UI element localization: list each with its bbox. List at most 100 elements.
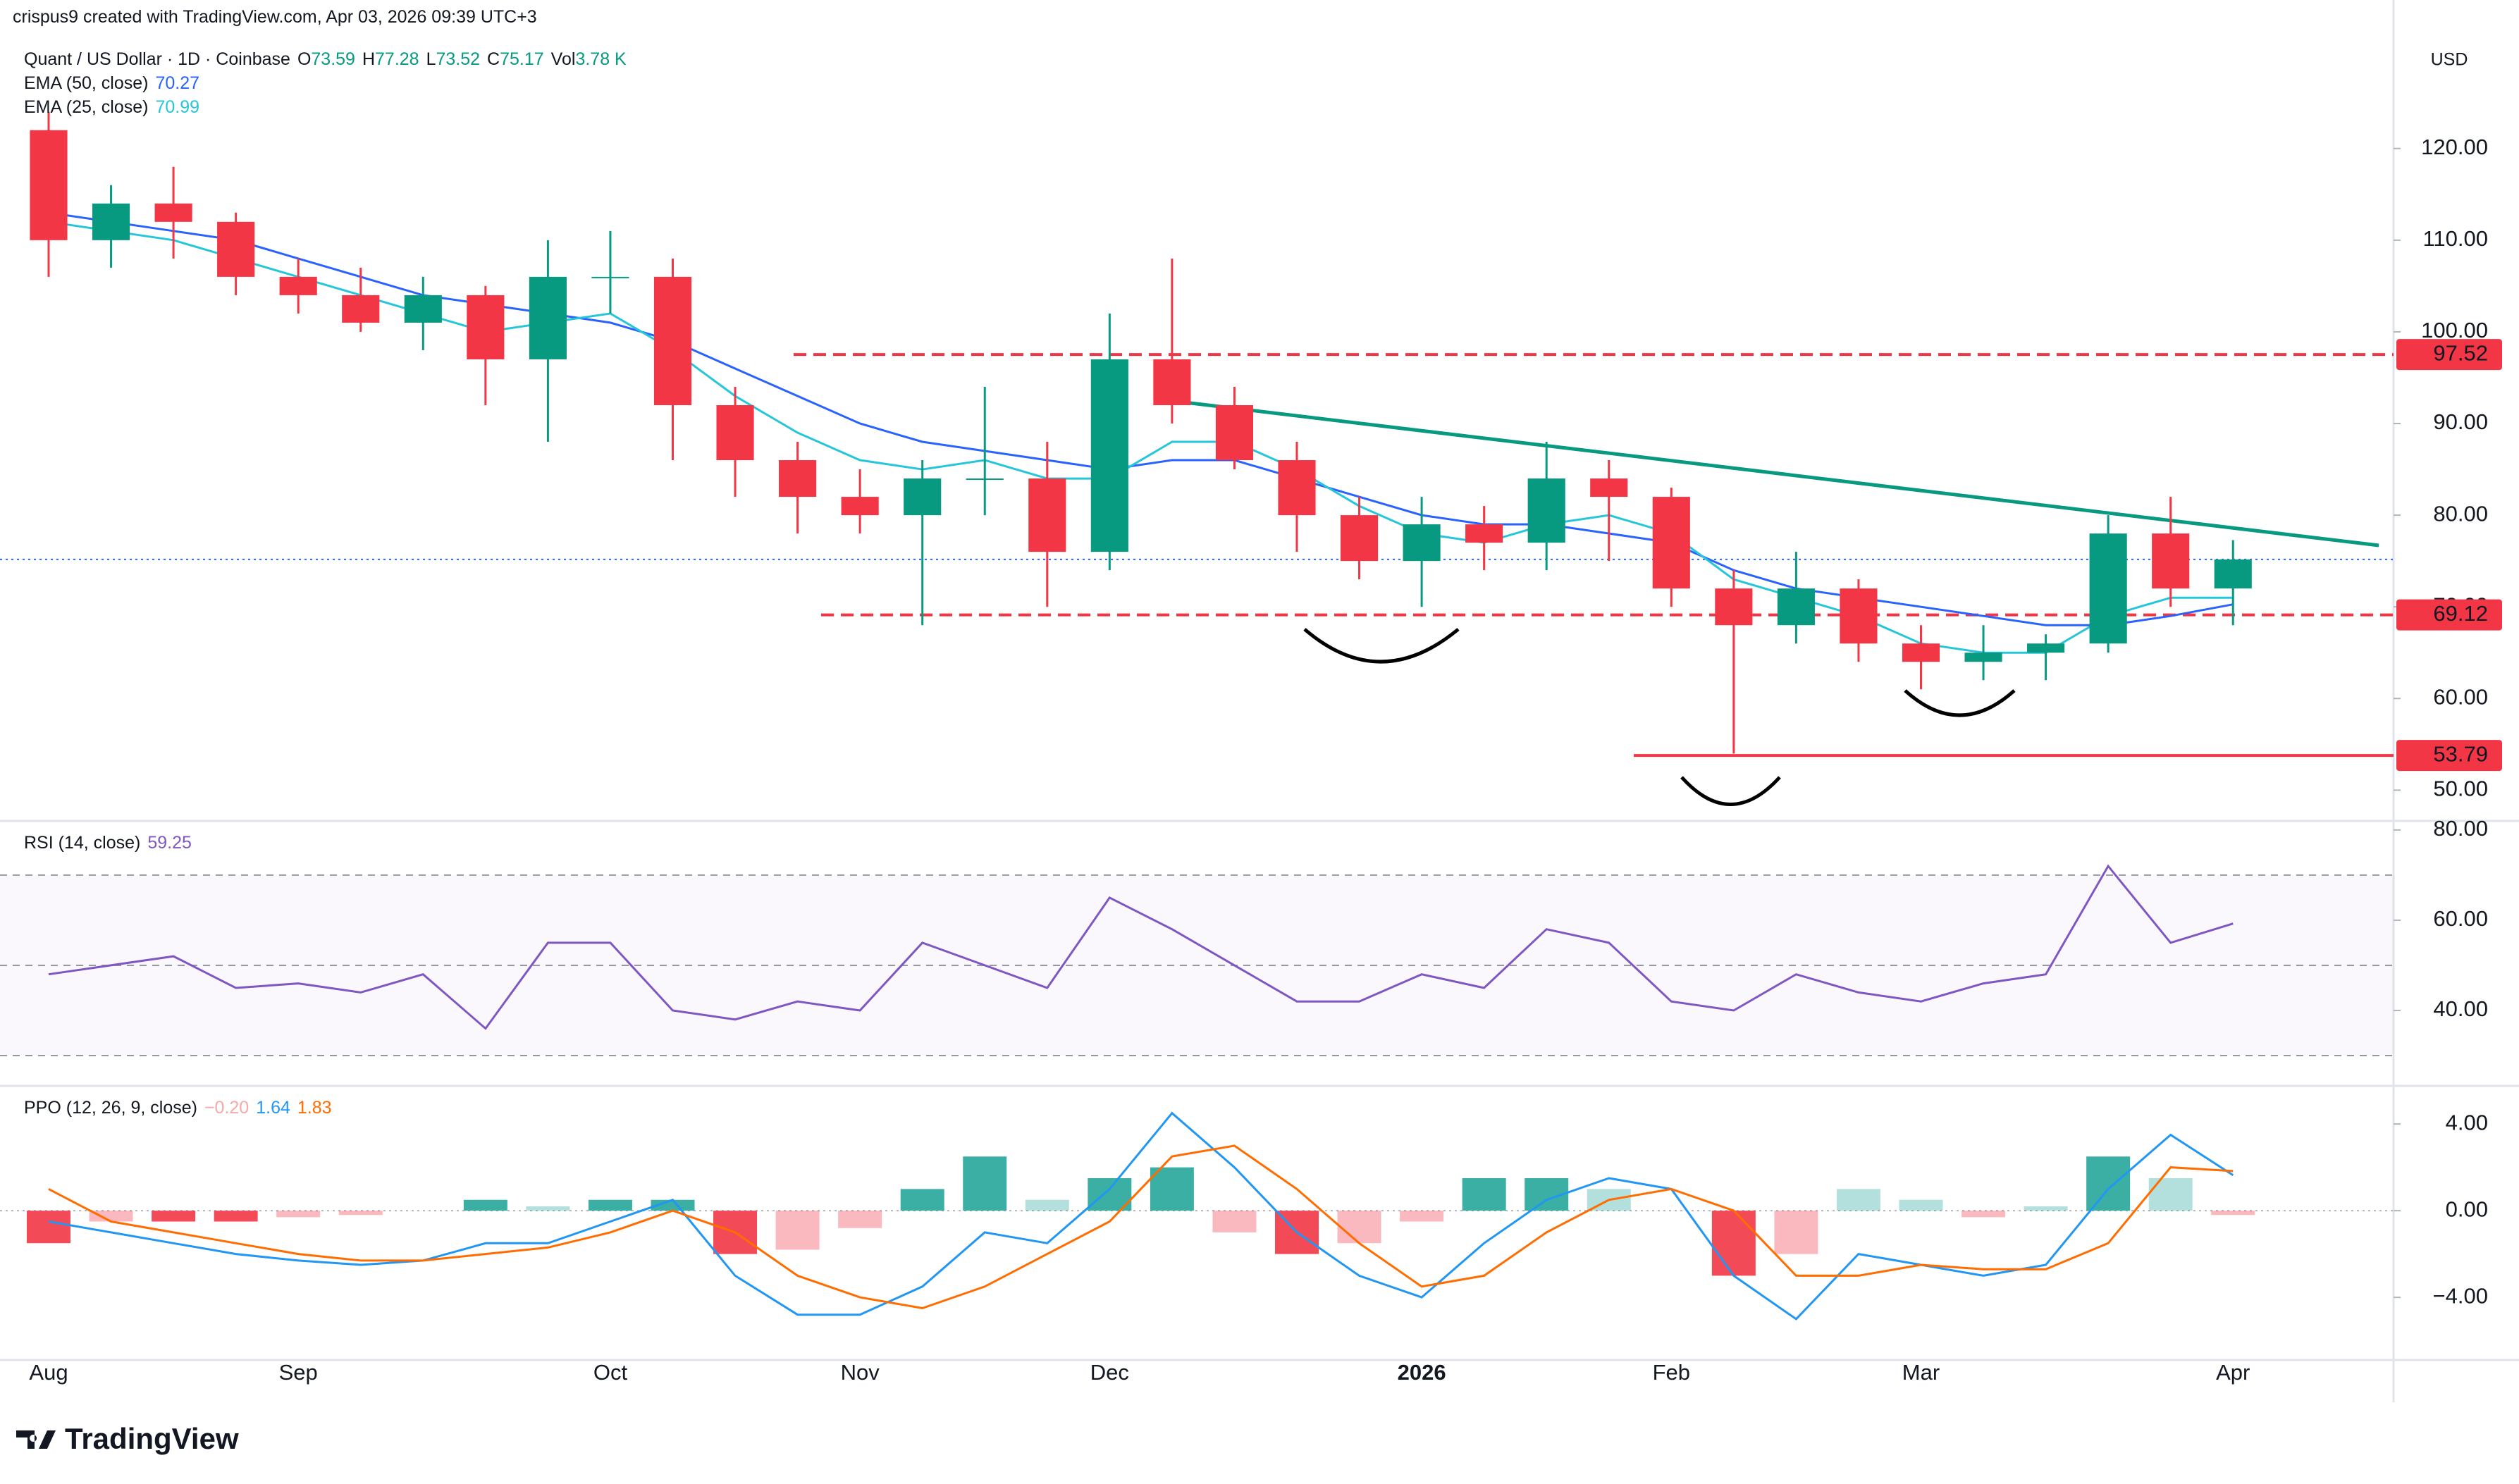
candle-body (841, 497, 879, 516)
candle-body (467, 295, 505, 359)
candle-body (1590, 478, 1628, 497)
x-tick-label: Nov (841, 1360, 880, 1385)
ppo-value: 1.64 (256, 1098, 290, 1118)
ohlc-item: C75.17 (487, 49, 544, 69)
x-tick-label: 2026 (1398, 1360, 1446, 1385)
candle-body (30, 130, 68, 240)
ohlc-value: 73.52 (436, 49, 481, 69)
candle-body (1465, 524, 1503, 543)
y-tick-label: 80.00 (2433, 501, 2488, 526)
x-tick-label: Sep (279, 1360, 318, 1385)
histogram-bar (2086, 1156, 2131, 1211)
candle-body (1840, 588, 1878, 644)
ppo-line (48, 1144, 2234, 1310)
ema-legend: EMA (50, close) 70.27 (24, 73, 207, 94)
level-label: 53.79 (2433, 741, 2488, 766)
y-tick-label: 60.00 (2433, 684, 2488, 709)
histogram-bar (775, 1211, 820, 1250)
y-tick-label: 4.00 (2446, 1110, 2488, 1134)
candle-body (2089, 533, 2127, 644)
histogram-bar (1774, 1211, 1818, 1254)
level-label-box (2396, 339, 2502, 371)
histogram-bar (1836, 1189, 1880, 1211)
candle-body (1340, 515, 1379, 562)
candle-body (1153, 359, 1191, 405)
rsi-legend: RSI (14, close) 59.25 (24, 833, 199, 853)
histogram-bar (338, 1211, 383, 1216)
histogram-bar (1212, 1211, 1257, 1232)
candle-body (217, 221, 255, 277)
ppo-name: PPO (12, 26, 9, close) (24, 1098, 197, 1118)
rsi-line (48, 864, 2234, 1030)
level-label: 69.12 (2433, 601, 2488, 626)
y-tick-label: 0.00 (2446, 1197, 2488, 1221)
histogram-bar (2148, 1178, 2193, 1211)
y-tick-label: 60.00 (2433, 906, 2488, 931)
candle-body (653, 276, 692, 405)
histogram-bar (1462, 1178, 1506, 1211)
candle-body (1090, 359, 1128, 552)
candle-body (2027, 643, 2065, 653)
histogram-bar (1711, 1211, 1756, 1276)
x-tick-label: Dec (1090, 1360, 1129, 1385)
x-tick-label: Feb (1653, 1360, 1690, 1385)
ohlc-item: Vol3.78 K (551, 49, 627, 69)
ohlc-value: 75.17 (500, 49, 544, 69)
candle-body (1028, 478, 1066, 552)
candle-body (904, 478, 942, 516)
histogram-bar (1899, 1199, 1943, 1211)
candle-body (279, 276, 317, 295)
candle-body (716, 404, 754, 461)
brand-logo (16, 1430, 56, 1449)
author-line: crispus9 created with TradingView.com, A… (13, 7, 537, 27)
histogram-bar (963, 1156, 1007, 1211)
pattern-arc (1303, 628, 1460, 664)
histogram-bar (2211, 1211, 2255, 1216)
histogram-bar (1025, 1199, 1069, 1211)
x-tick-label: Mar (1902, 1360, 1940, 1385)
x-tick-label: Aug (29, 1360, 68, 1385)
candle-body (779, 460, 817, 497)
candle-body (1278, 460, 1316, 516)
ema-legend: EMA (25, close) 70.99 (24, 97, 207, 118)
candle-body (1215, 404, 1254, 461)
histogram-bar (526, 1206, 570, 1211)
candle-body (1777, 588, 1815, 626)
ppo-line (48, 1111, 2234, 1321)
histogram-bar (276, 1211, 321, 1218)
y-tick-label: 120.00 (2421, 135, 2488, 159)
level-label-box (2396, 740, 2502, 772)
candle-body (404, 295, 442, 323)
y-tick-label: −4.00 (2433, 1283, 2488, 1308)
candle-body (1527, 478, 1565, 543)
rsi-name: RSI (14, close) (24, 833, 141, 853)
ema-name: EMA (50, close) (24, 73, 149, 93)
ohlc-value: 73.59 (311, 49, 355, 69)
level-label: 97.52 (2433, 340, 2488, 365)
histogram-bar (2024, 1206, 2068, 1211)
y-tick-label: 40.00 (2433, 996, 2488, 1021)
x-tick-label: Apr (2216, 1360, 2250, 1385)
histogram-bar (1150, 1167, 1194, 1211)
candle-body (154, 203, 192, 222)
x-tick-label: Oct (593, 1360, 628, 1385)
histogram-bar (1400, 1211, 1444, 1222)
ema-name: EMA (25, close) (24, 97, 149, 117)
candle-body (92, 203, 130, 240)
ohlc-item: H77.28 (362, 49, 419, 69)
candle-body (1652, 497, 1690, 589)
histogram-bar (214, 1211, 258, 1222)
ohlc-name: Vol (550, 49, 576, 69)
histogram-bar (588, 1199, 632, 1211)
histogram-bar (152, 1211, 196, 1222)
candle-body (1902, 643, 1940, 662)
ppo-signal-value: 1.83 (297, 1098, 332, 1118)
y-tick-label: 80.00 (2433, 816, 2488, 841)
candle-body (529, 276, 567, 359)
histogram-bar (27, 1211, 70, 1244)
candle-body (1964, 653, 2002, 662)
y-tick-label: 50.00 (2433, 777, 2488, 801)
ohlc-name: C (487, 49, 500, 69)
